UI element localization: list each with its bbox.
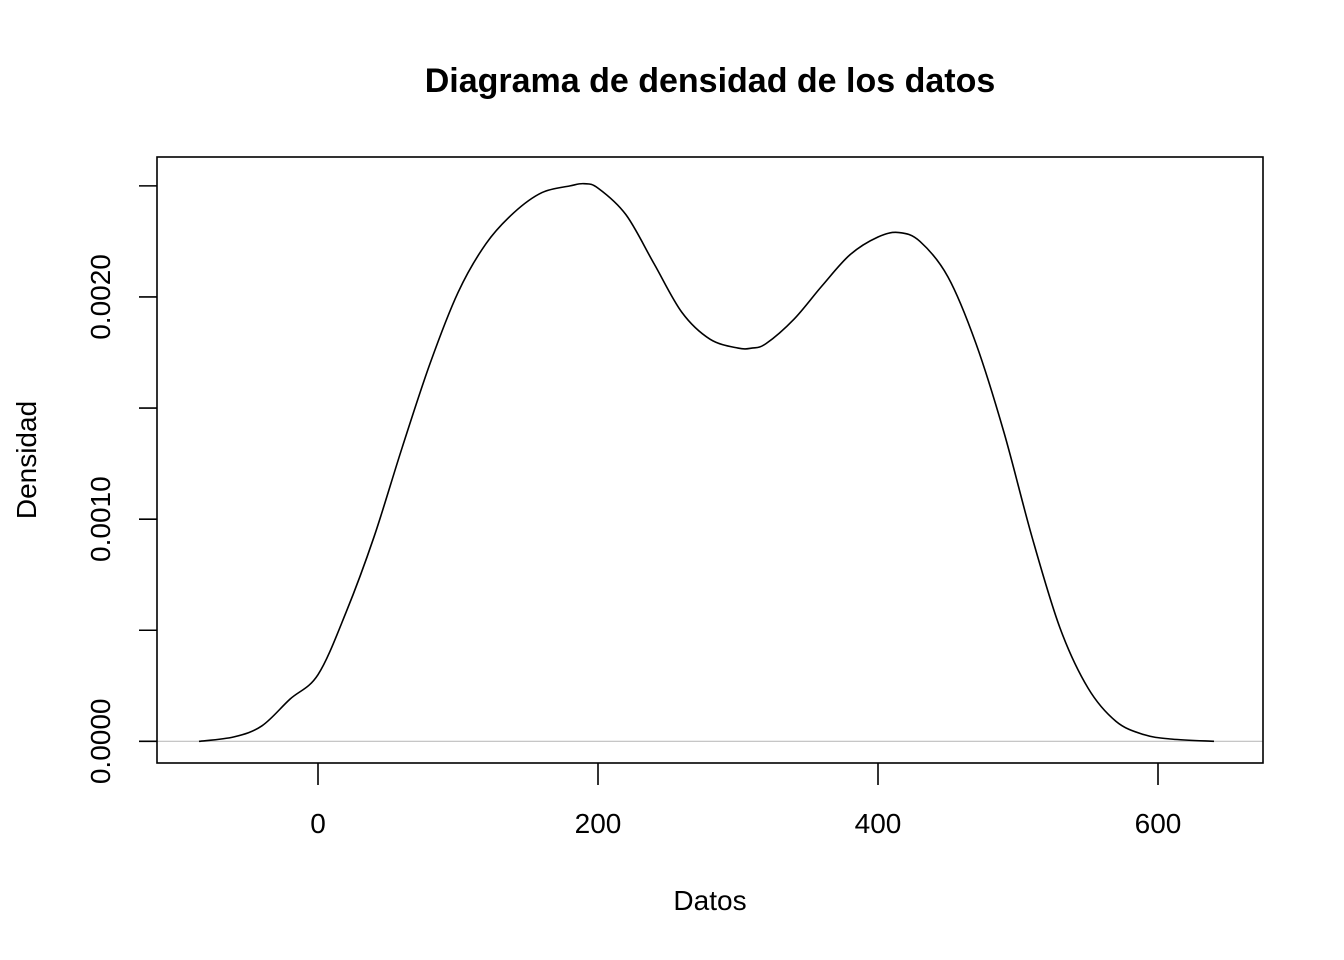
x-axis: 0 200 400 600 xyxy=(310,763,1181,839)
x-tick-label: 600 xyxy=(1135,808,1182,839)
density-curve xyxy=(198,182,1215,743)
chart-title: Diagrama de densidad de los datos xyxy=(425,62,996,100)
y-tick-label: 0.0020 xyxy=(85,254,116,340)
y-axis-label: Densidad xyxy=(11,401,42,519)
y-axis: 0.0000 0.0010 0.0020 xyxy=(85,185,157,785)
plot-frame xyxy=(156,156,1264,764)
x-tick-label: 200 xyxy=(575,808,622,839)
y-tick-label: 0.0010 xyxy=(85,476,116,562)
x-tick-label: 400 xyxy=(855,808,902,839)
x-axis-label: Datos xyxy=(673,885,746,916)
x-tick-label: 0 xyxy=(310,808,326,839)
y-tick-label: 0.0000 xyxy=(85,699,116,785)
